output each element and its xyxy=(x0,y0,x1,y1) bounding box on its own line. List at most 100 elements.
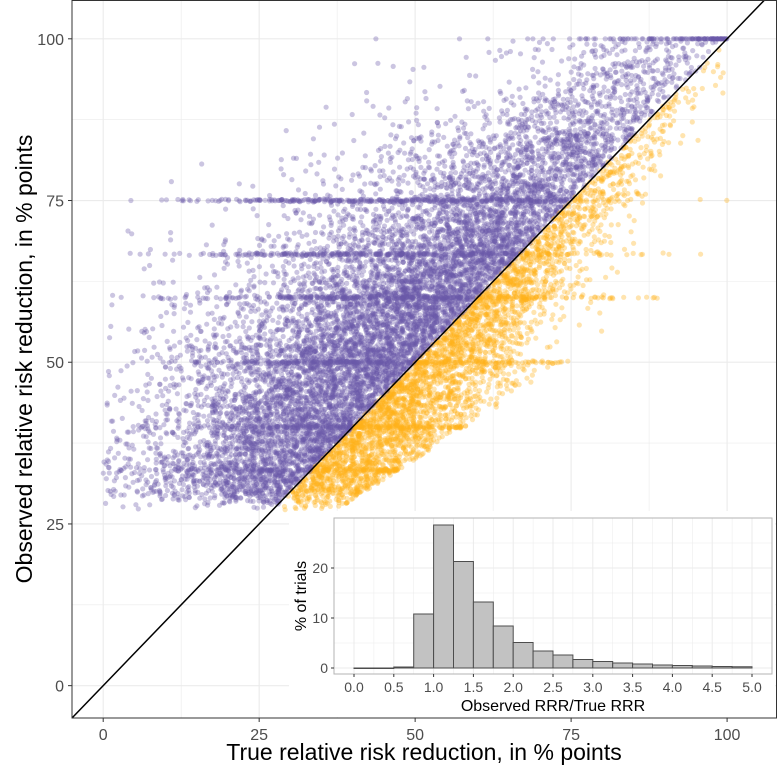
scatter-point xyxy=(541,235,547,241)
scatter-point xyxy=(545,234,551,240)
scatter-point xyxy=(248,414,254,420)
scatter-point xyxy=(127,250,133,256)
scatter-point xyxy=(292,417,298,423)
scatter-point xyxy=(397,369,404,375)
scatter-point xyxy=(225,389,231,395)
scatter-point xyxy=(446,252,452,258)
scatter-point xyxy=(319,290,325,296)
scatter-point xyxy=(279,468,285,474)
scatter-point xyxy=(283,457,289,463)
scatter-point xyxy=(316,343,322,349)
scatter-point xyxy=(555,81,561,87)
scatter-point xyxy=(228,492,234,498)
scatter-point xyxy=(465,297,471,303)
scatter-point xyxy=(308,383,314,389)
scatter-point xyxy=(377,186,383,192)
scatter-point xyxy=(401,172,407,178)
scatter-point xyxy=(318,375,324,381)
scatter-point xyxy=(513,220,519,226)
scatter-point xyxy=(401,278,407,284)
scatter-point xyxy=(410,377,416,383)
scatter-point xyxy=(191,472,197,478)
scatter-point xyxy=(408,280,414,286)
scatter-point xyxy=(524,144,530,150)
scatter-point xyxy=(552,292,559,299)
scatter-point xyxy=(265,422,271,428)
scatter-point xyxy=(314,317,320,323)
scatter-point xyxy=(491,259,497,265)
scatter-point xyxy=(682,50,688,56)
scatter-point xyxy=(508,231,514,237)
scatter-point xyxy=(420,209,426,215)
scatter-point xyxy=(566,81,572,87)
scatter-point xyxy=(199,377,206,383)
scatter-point xyxy=(341,404,347,410)
scatter-point xyxy=(220,468,226,474)
scatter-point xyxy=(248,198,254,204)
scatter-point xyxy=(316,431,322,437)
scatter-point xyxy=(356,424,362,430)
scatter-point xyxy=(275,392,281,398)
scatter-point xyxy=(695,137,701,143)
scatter-point xyxy=(204,321,210,327)
scatter-point xyxy=(513,208,519,215)
scatter-point xyxy=(585,100,591,106)
scatter-point xyxy=(357,467,363,473)
scatter-point xyxy=(386,439,392,445)
scatter-point xyxy=(112,392,118,398)
scatter-point xyxy=(145,397,151,403)
scatter-point xyxy=(374,431,380,437)
scatter-point xyxy=(439,429,445,435)
scatter-point xyxy=(527,227,533,233)
scatter-point xyxy=(539,59,546,65)
scatter-point xyxy=(362,198,368,204)
scatter-point xyxy=(380,271,386,277)
scatter-point xyxy=(411,428,417,434)
scatter-point xyxy=(342,413,348,419)
scatter-point xyxy=(383,350,389,356)
scatter-point xyxy=(504,185,510,191)
scatter-point xyxy=(164,338,170,344)
scatter-point xyxy=(364,98,370,104)
scatter-point xyxy=(347,290,353,296)
scatter-point xyxy=(565,358,571,364)
scatter-point xyxy=(423,322,429,329)
scatter-point xyxy=(626,213,632,219)
scatter-point xyxy=(536,239,542,245)
scatter-point xyxy=(548,203,554,209)
scatter-point xyxy=(578,118,584,124)
scatter-point xyxy=(583,246,589,253)
scatter-point xyxy=(541,282,548,288)
scatter-point xyxy=(523,296,529,302)
scatter-point xyxy=(424,356,430,362)
scatter-point xyxy=(623,73,629,80)
scatter-point xyxy=(342,296,348,302)
scatter-point xyxy=(177,250,183,256)
scatter-point xyxy=(315,448,321,454)
scatter-point xyxy=(377,332,383,338)
scatter-point xyxy=(395,352,401,359)
scatter-point xyxy=(568,152,574,158)
scatter-point xyxy=(276,314,282,320)
scatter-point xyxy=(522,236,529,243)
scatter-point xyxy=(141,465,147,471)
scatter-point xyxy=(429,299,435,305)
scatter-point xyxy=(343,409,349,415)
scatter-point xyxy=(139,355,145,361)
scatter-point xyxy=(420,429,427,435)
scatter-point xyxy=(405,266,411,272)
scatter-point xyxy=(390,327,396,333)
scatter-point xyxy=(278,392,284,398)
scatter-point xyxy=(389,205,395,211)
scatter-point xyxy=(501,273,507,279)
scatter-point xyxy=(349,445,355,451)
scatter-point xyxy=(485,36,491,42)
scatter-point xyxy=(384,177,390,183)
scatter-point xyxy=(639,200,646,206)
scatter-point xyxy=(482,199,488,205)
scatter-point xyxy=(550,195,556,201)
scatter-point xyxy=(608,36,614,42)
scatter-point xyxy=(339,150,345,156)
scatter-point xyxy=(491,302,497,308)
scatter-point xyxy=(428,424,434,430)
